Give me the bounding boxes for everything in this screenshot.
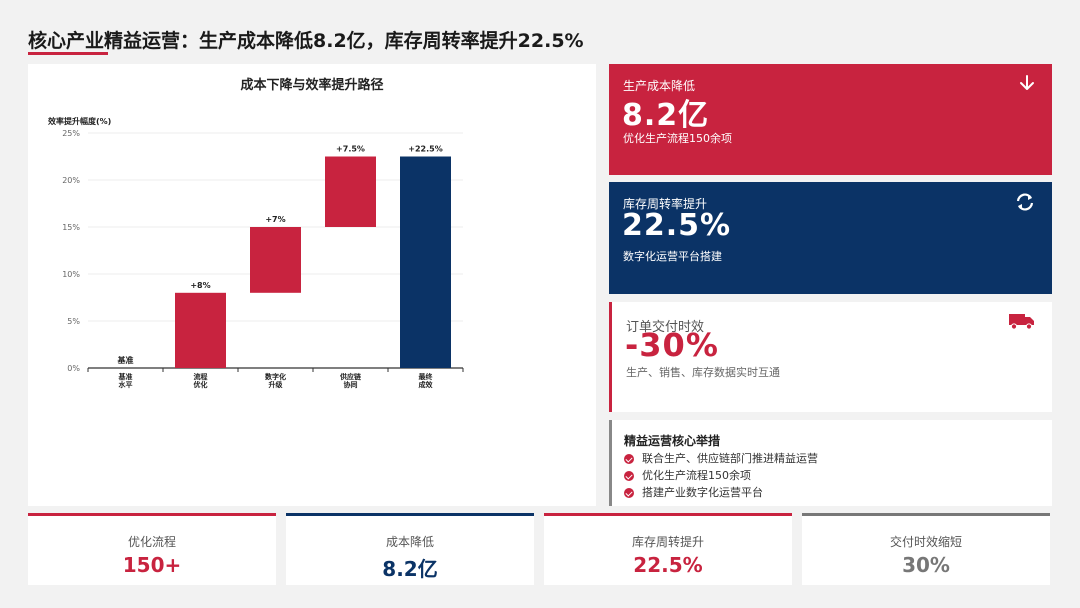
- bar-2: [175, 292, 226, 368]
- stat-processes: 优化流程 150+: [28, 513, 276, 585]
- y-tick-label: 5%: [67, 317, 80, 326]
- page-title: 核心产业精益运营：生产成本降低8.2亿，库存周转率提升22.5%: [28, 30, 584, 52]
- delivery-sub: 生产、销售、库存数据实时互通: [626, 366, 780, 379]
- y-tick-label: 15%: [62, 223, 80, 232]
- bar-4: [325, 156, 376, 227]
- list-item: 联合生产、供应链部门推进精益运营: [624, 450, 818, 467]
- stat-label: 成本降低: [385, 535, 434, 549]
- arrow-down-icon: [1020, 75, 1034, 90]
- bar-5: [400, 156, 451, 368]
- chart-title: 成本下降与效率提升路径: [240, 77, 383, 93]
- stat-cost: 成本降低 8.2亿: [286, 513, 534, 585]
- stat-label: 库存周转提升: [631, 535, 704, 549]
- stat-label: 交付时效缩短: [889, 535, 962, 549]
- cost-card: 生产成本降低 8.2亿 优化生产流程150余项: [609, 64, 1052, 175]
- stat-label: 优化流程: [127, 535, 176, 549]
- cost-label: 生产成本降低: [623, 79, 696, 93]
- y-axis-label: 效率提升幅度(%): [48, 116, 111, 126]
- stat-accent-bar: [28, 513, 276, 516]
- bar-data-label: +8%: [190, 281, 210, 290]
- x-tick-label: 水平: [119, 380, 133, 389]
- refresh-icon: [1016, 193, 1034, 211]
- cost-sub: 优化生产流程150余项: [623, 132, 732, 145]
- check-icon: [624, 487, 634, 498]
- chart-panel: 成本下降与效率提升路径 效率提升幅度(%) 0% 5% 10% 15% 20% 25% 基准 基准…: [28, 64, 596, 506]
- measures-card: 精益运营核心举措 联合生产、供应链部门推进精益运营 优化生产流程150余项 搭建…: [609, 420, 1052, 506]
- waterfall-chart: 成本下降与效率提升路径效率提升幅度(%)0%5%10%15%20%25%基准基准…: [48, 77, 464, 389]
- delivery-card: 订单交付时效 -30% 生产、销售、库存数据实时互通: [609, 302, 1052, 412]
- turnover-value: 22.5%: [622, 208, 732, 243]
- turnover-label: 库存周转率提升: [623, 197, 708, 211]
- title-underline: [28, 52, 108, 55]
- stat-value: 150+: [122, 553, 182, 577]
- x-tick-label: 流程: [194, 372, 208, 381]
- bar-data-label: +7%: [265, 215, 285, 224]
- stat-value: 30%: [902, 553, 950, 577]
- bar-data-label: +7.5%: [336, 145, 365, 154]
- turnover-sub: 数字化运营平台搭建: [623, 250, 722, 263]
- bar-data-label: 基准: [117, 355, 134, 365]
- turnover-card: 库存周转率提升 22.5% 数字化运营平台搭建: [609, 182, 1052, 294]
- stat-value: 22.5%: [633, 553, 703, 577]
- stat-accent-bar: [544, 513, 792, 516]
- cost-value: 8.2亿: [622, 98, 710, 133]
- y-tick-label: 0%: [67, 364, 80, 373]
- stat-delivery: 交付时效缩短 30%: [802, 513, 1050, 585]
- x-tick-label: 数字化: [265, 372, 286, 381]
- stat-turnover: 库存周转提升 22.5%: [544, 513, 792, 585]
- measures-list: 联合生产、供应链部门推进精益运营 优化生产流程150余项 搭建产业数字化运营平台: [624, 450, 818, 501]
- stat-value: 8.2亿: [382, 557, 438, 581]
- x-tick-label: 优化: [194, 380, 208, 389]
- delivery-value: -30%: [625, 326, 719, 364]
- x-tick-label: 升级: [269, 380, 284, 389]
- y-tick-label: 20%: [62, 176, 80, 185]
- x-tick-label: 协同: [344, 380, 358, 389]
- check-icon: [624, 470, 634, 481]
- list-item: 搭建产业数字化运营平台: [624, 484, 818, 501]
- x-tick-label: 基准: [118, 372, 133, 381]
- bar-3: [250, 227, 301, 293]
- y-tick-label: 10%: [62, 270, 80, 279]
- measures-title: 精益运营核心举措: [624, 434, 721, 448]
- x-tick-label: 供应链: [339, 372, 361, 381]
- y-tick-label: 25%: [62, 129, 80, 138]
- stat-accent-bar: [802, 513, 1050, 516]
- stat-accent-bar: [286, 513, 534, 516]
- bar-data-label: +22.5%: [408, 145, 442, 154]
- x-tick-label: 成效: [419, 380, 434, 389]
- list-item: 优化生产流程150余项: [624, 467, 818, 484]
- check-icon: [624, 453, 634, 464]
- truck-icon: [1009, 314, 1034, 330]
- x-tick-label: 最终: [419, 372, 434, 381]
- delivery-label: 订单交付时效: [626, 320, 705, 335]
